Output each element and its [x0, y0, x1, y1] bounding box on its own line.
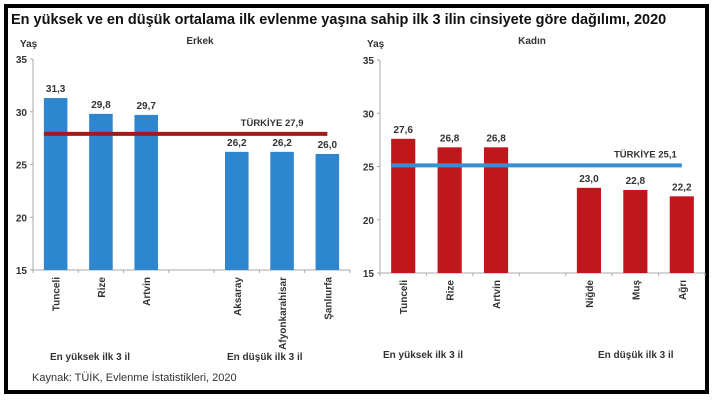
bar-0-2	[134, 114, 158, 270]
bar-1-1	[437, 147, 462, 273]
chart-title-1: Kadın	[518, 36, 546, 47]
category-label-1-4: Niğde	[585, 280, 596, 308]
data-label-0-4: 26,2	[227, 138, 247, 149]
bar-0-4	[225, 151, 249, 270]
y-axis-label-0: Yaş	[20, 39, 38, 50]
category-label-0-1: Rize	[97, 277, 108, 298]
category-label-0-4: Aksaray	[233, 277, 244, 316]
reference-label-1: TÜRKİYE 25,1	[614, 149, 678, 160]
bar-1-4	[576, 187, 601, 273]
group-label-1-0: En yüksek ilk 3 il	[383, 350, 463, 361]
data-label-1-6: 22,2	[672, 182, 692, 193]
category-label-1-2: Artvin	[492, 280, 503, 309]
bar-1-6	[669, 196, 694, 273]
y-tick-label-0: 20	[16, 213, 28, 224]
y-tick-label-1: 15	[363, 269, 375, 280]
category-label-0-5: Afyonkarahisar	[278, 277, 289, 350]
category-label-1-1: Rize	[446, 280, 457, 301]
data-label-0-6: 26,0	[318, 140, 338, 151]
y-tick-label-1: 30	[363, 109, 375, 120]
data-label-0-2: 29,7	[136, 101, 156, 112]
data-label-0-0: 31,3	[46, 84, 66, 95]
data-label-1-0: 27,6	[393, 125, 413, 136]
data-label-0-5: 26,2	[272, 138, 292, 149]
group-label-0-0: En yüksek ilk 3 il	[50, 352, 130, 363]
data-label-1-2: 26,8	[486, 133, 506, 144]
category-label-1-0: Tunceli	[399, 280, 410, 314]
category-label-1-5: Muş	[631, 280, 642, 300]
y-tick-label-1: 35	[363, 56, 375, 67]
y-tick-label-0: 15	[16, 266, 28, 277]
group-label-1-1: En düşük ilk 3 il	[598, 350, 674, 361]
bar-1-0	[391, 138, 416, 273]
group-label-0-1: En düşük ilk 3 il	[227, 352, 303, 363]
y-tick-label-1: 25	[363, 163, 375, 174]
bar-0-5	[270, 151, 294, 270]
y-tick-label-0: 35	[16, 55, 28, 66]
data-label-1-4: 23,0	[579, 174, 599, 185]
y-tick-label-0: 30	[16, 108, 28, 119]
category-label-0-6: Şanlıurfa	[323, 277, 334, 320]
category-label-1-6: Ağrı	[678, 280, 689, 300]
data-label-1-5: 22,8	[626, 176, 646, 187]
source-note: Kaynak: TÜİK, Evlenme İstatistikleri, 20…	[32, 372, 237, 384]
bar-1-2	[484, 147, 509, 273]
y-tick-label-0: 25	[16, 161, 28, 172]
bar-0-6	[315, 153, 340, 270]
y-axis-label-1: Yaş	[367, 39, 385, 50]
reference-label-0: TÜRKİYE 27,9	[241, 118, 304, 129]
page-title: En yüksek ve en düşük ortalama ilk evlen…	[11, 12, 667, 28]
data-label-1-1: 26,8	[440, 133, 460, 144]
y-tick-label-1: 20	[363, 216, 375, 227]
bar-1-5	[623, 189, 648, 273]
bar-0-1	[89, 113, 113, 270]
data-label-0-1: 29,8	[91, 100, 111, 111]
bar-0-0	[43, 98, 68, 270]
category-label-0-0: Tunceli	[52, 277, 63, 311]
chart-title-0: Erkek	[186, 36, 214, 47]
category-label-0-2: Artvin	[142, 277, 153, 306]
